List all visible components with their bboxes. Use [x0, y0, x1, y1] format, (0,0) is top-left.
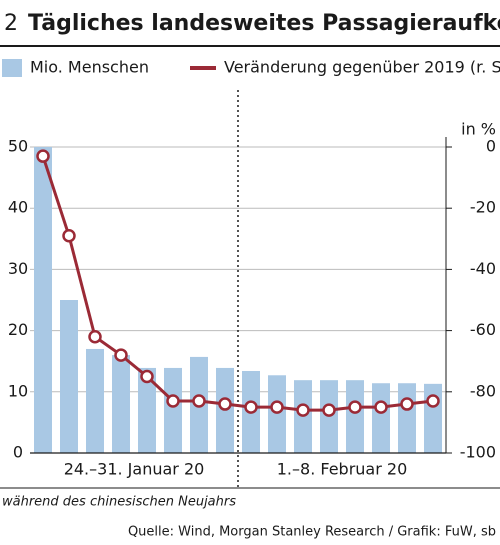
footnote: während des chinesischen Neujahrs: [2, 495, 236, 510]
bar: [138, 367, 156, 453]
line-point: [114, 348, 128, 362]
bar: [372, 383, 390, 453]
y-tick-label: 20: [8, 320, 28, 339]
line-point: [192, 394, 206, 408]
line-point: [296, 403, 310, 417]
y2-tick-label: 0: [486, 137, 496, 156]
y2-tick-label: -60: [470, 320, 496, 339]
y2-tick-label: -80: [470, 381, 496, 400]
bar: [34, 147, 52, 453]
line: [41, 155, 434, 412]
line-point: [140, 369, 154, 384]
y-tick-label: 40: [8, 198, 28, 217]
x-group-label: 24.–31. Januar 20: [64, 460, 205, 479]
line-point: [166, 394, 180, 408]
bar: [424, 383, 442, 453]
bar: [268, 375, 286, 453]
y-tick-label: 50: [8, 137, 28, 156]
line-point: [322, 403, 336, 417]
y2-tick-label: -20: [470, 198, 496, 217]
chart-title: Tägliches landesweites Passagieraufkomme…: [28, 11, 500, 36]
bar: [164, 367, 182, 453]
figure-number: 2: [4, 11, 18, 36]
line-point: [218, 397, 232, 411]
legend-label: Mio. Menschen: [30, 58, 149, 77]
line-point: [62, 228, 76, 243]
bar: [112, 355, 130, 453]
y-tick-label: 30: [8, 259, 28, 278]
source: Quelle: Wind, Morgan Stanley Research / …: [128, 525, 496, 540]
line-point: [374, 400, 388, 414]
bar: [60, 300, 78, 453]
y2-tick-label: -100: [460, 443, 496, 462]
y2-tick-label: -40: [470, 259, 496, 278]
legend-label: Veränderung gegenüber 2019 (r. S.): [224, 58, 500, 77]
line-point: [348, 400, 362, 414]
line-point: [270, 400, 284, 414]
y-tick-label: 0: [13, 443, 23, 462]
y-tick-label: 10: [8, 381, 28, 400]
bar: [398, 383, 416, 453]
line-point: [244, 400, 258, 414]
y2-unit: in %: [461, 120, 496, 139]
line-point: [36, 149, 50, 163]
line-point: [88, 329, 102, 344]
line-point: [400, 397, 414, 411]
bar: [86, 348, 104, 453]
bar: [346, 380, 364, 453]
legend-swatch: [2, 59, 22, 77]
line-point: [426, 394, 440, 408]
x-group-label: 1.–8. Februar 20: [277, 460, 408, 479]
